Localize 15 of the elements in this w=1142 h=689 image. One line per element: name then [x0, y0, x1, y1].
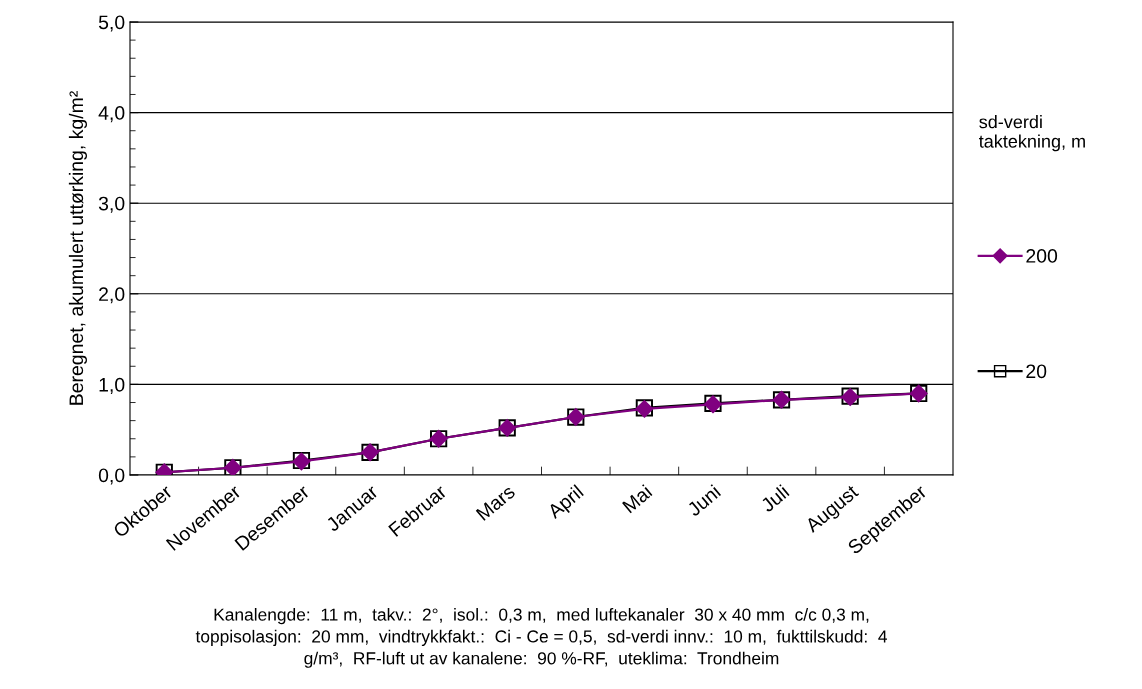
- y-tick-label: 1,0: [99, 377, 125, 394]
- x-tick-label: Juni: [685, 484, 722, 518]
- y-tick-label: 4,0: [98, 106, 125, 123]
- x-tick-label: Mars: [475, 484, 516, 522]
- x-tick-label: Juli: [759, 484, 790, 513]
- y-axis-title: Beregnet, akumulert uttørking, kg/m²: [68, 91, 87, 405]
- text: Kanalengde: 11 m, takv.: 2°, isol.: 0,3 m, med luftekanaler 30 x 40 mm c/c 0,3 m, toppisolasjon: 20 mm, vindtrykkfakt.: Ci - Ce = 0,5, sd-verdi innv.: 10 m, fukttilskudd: 4 g/m³, RF-luft ut av kanalene: 90 %-RF, uteklima: Trondheim: [195, 608, 888, 668]
- y-tick-label: 5,0: [98, 15, 125, 32]
- y-tick-label: 3,0: [98, 196, 125, 213]
- legend-label: 20: [1026, 364, 1047, 379]
- legend-label: 200: [1026, 249, 1058, 263]
- legend-title: sd-verdi taktekning, m: [979, 115, 1085, 152]
- y-tick-label: 2,0: [99, 287, 125, 304]
- y-tick-label: 0,0: [98, 468, 125, 485]
- x-tick-label: Mai: [621, 484, 653, 514]
